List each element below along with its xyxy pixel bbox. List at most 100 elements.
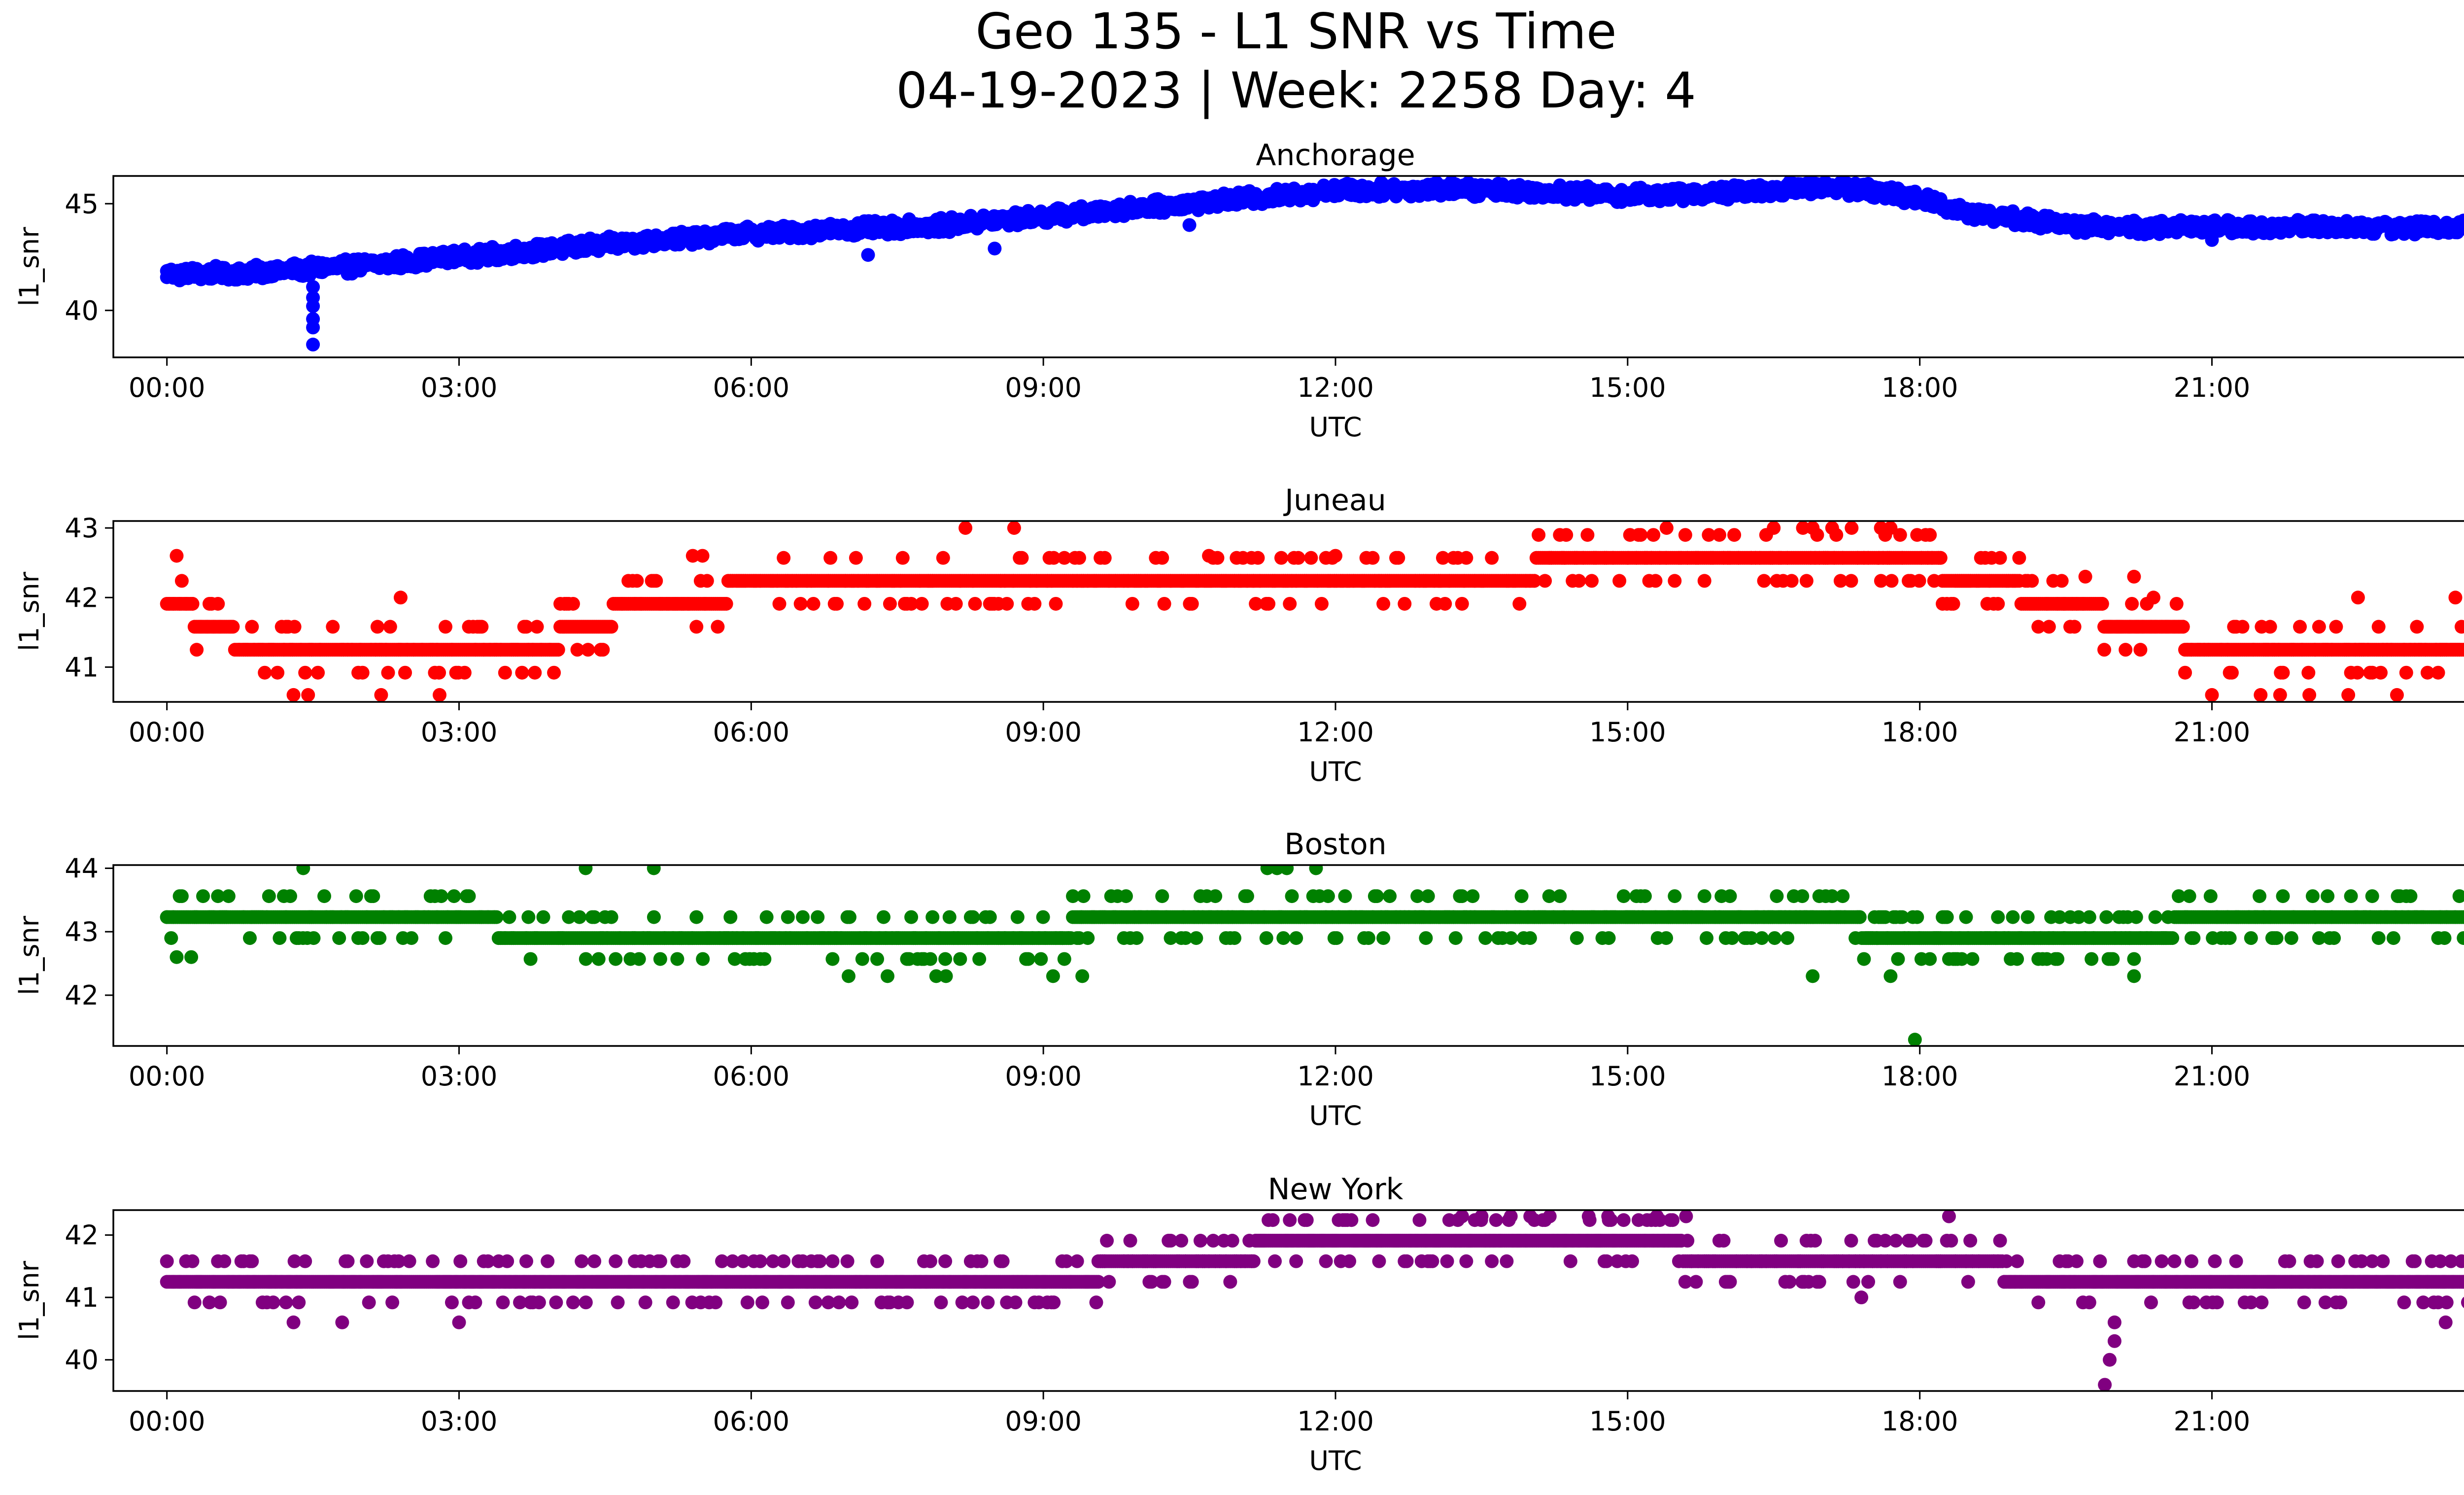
data-point [653,952,667,966]
data-point-outlier [301,688,315,702]
data-point [772,596,787,611]
data-point [1097,551,1112,565]
x-tick-label: 03:00 [421,372,498,403]
data-point [273,931,287,945]
data-point [2095,596,2109,611]
data-point [723,910,738,924]
data-point [2263,620,2277,634]
data-point-outlier [2205,688,2219,702]
data-point [1391,551,1405,565]
data-point [528,665,542,680]
data-point [1155,889,1169,904]
data-point [1893,528,1907,542]
y-axis-label: l1_snr [14,227,45,307]
data-point [2119,643,2133,657]
data-point [2301,665,2316,680]
data-point [1047,551,1061,565]
data-point [1276,931,1291,945]
data-point [2420,665,2434,680]
data-point-outlier [306,312,320,326]
data-point [1021,952,1035,966]
data-point [2371,620,2386,634]
data-point [530,620,544,634]
data-point [1155,551,1169,565]
data-point [457,665,472,680]
data-point [1304,551,1318,565]
data-point [1833,574,1848,588]
data-point [795,910,810,924]
data-point [2025,574,2039,588]
y-tick-label: 42 [65,582,99,613]
data-point [536,910,550,924]
data-point [547,665,561,680]
data-point [190,643,204,657]
data-point [1366,551,1380,565]
data-point-outlier [695,549,710,563]
data-point [1668,574,1682,588]
data-point-outlier [1874,521,1888,535]
data-point [1072,551,1086,565]
data-point [806,596,821,611]
data-point [904,910,919,924]
data-point [439,931,453,945]
data-point [811,910,825,924]
data-point [1015,551,1029,565]
data-point [1034,952,1048,966]
data-point [245,620,259,634]
data-point [883,596,897,611]
data-point-outlier [958,521,973,535]
data-point [307,931,321,945]
data-point [1000,596,1014,611]
y-tick-label: 41 [65,652,99,683]
data-point [966,910,980,924]
data-point [521,910,536,924]
data-point [781,910,795,924]
data-point-outlier [2302,688,2317,702]
data-point [1504,931,1518,945]
data-point [938,952,953,966]
data-point [915,596,929,611]
data-point-outlier [2078,569,2092,584]
data-point [942,910,957,924]
data-point [287,620,302,634]
data-point [1398,596,1412,611]
data-point-outlier [1883,521,1898,535]
data-point [1285,889,1299,904]
x-tick-label: 12:00 [1297,372,1374,403]
data-point-outlier [1202,549,1216,563]
data-point [647,910,661,924]
data-point [2054,574,2069,588]
data-point [857,596,872,611]
data-point [1157,596,1171,611]
data-point [519,620,533,634]
data-point [271,665,285,680]
data-point-outlier [1329,549,1342,563]
data-point [2410,620,2424,634]
data-point [949,596,963,611]
data-point-outlier [306,338,320,352]
data-point [1376,931,1391,945]
data-point [2224,665,2239,680]
data-point [258,665,272,680]
data-point [972,952,987,966]
data-point-outlier [2254,688,2268,702]
data-point [968,596,982,611]
data-point [226,620,240,634]
x-axis-label: UTC [1309,412,1362,443]
data-point [355,931,370,945]
data-point-outlier [988,242,1002,256]
data-point [1485,551,1499,565]
x-tick-label: 18:00 [1882,717,1958,748]
data-point [1125,596,1139,611]
data-point [1455,596,1469,611]
data-point [311,665,325,680]
data-point [502,910,516,924]
data-point [923,952,937,966]
data-point [1448,931,1463,945]
x-tick-label: 09:00 [1005,717,1082,748]
scatter-points [160,521,2464,702]
data-point [581,643,595,657]
data-point [1262,596,1276,611]
